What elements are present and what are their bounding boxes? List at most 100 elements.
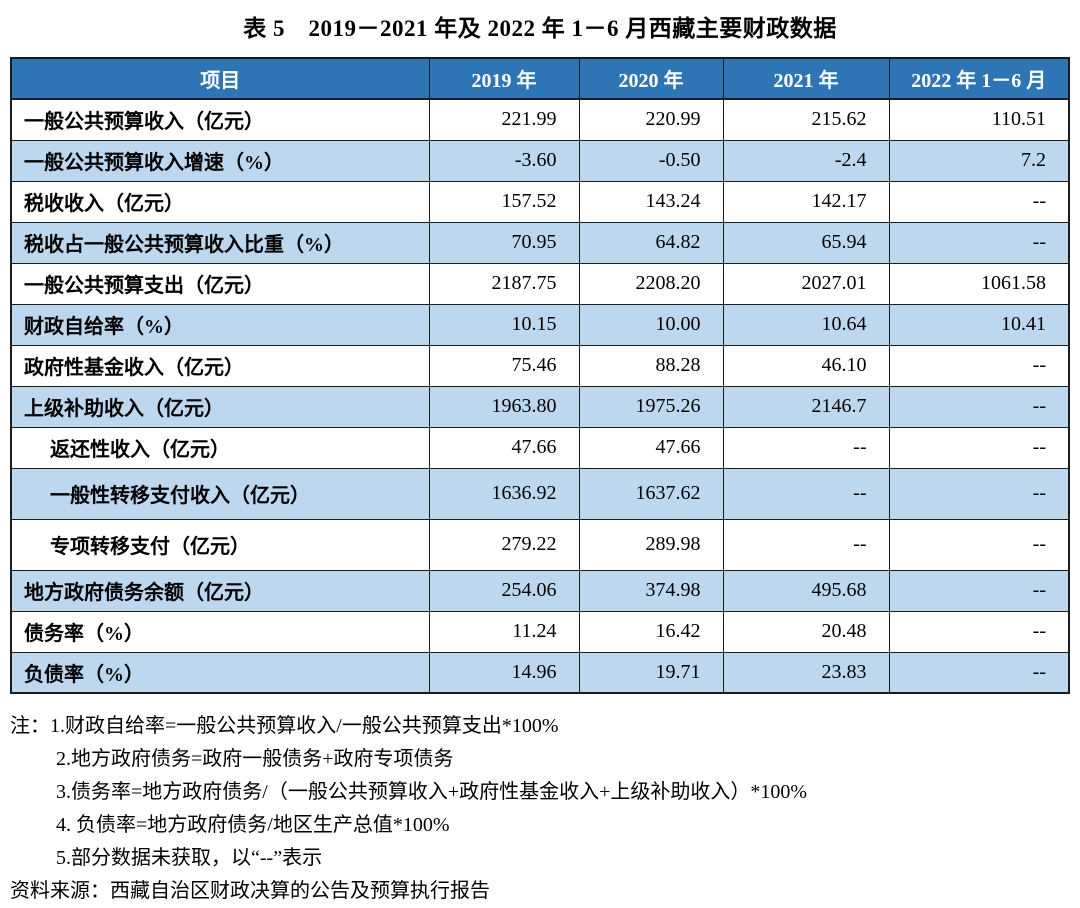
cell-value: --: [888, 518, 1070, 571]
report-page: 表 5 2019－2021 年及 2022 年 1－6 月西藏主要财政数据 项目…: [10, 16, 1080, 902]
cell-value: 1637.62: [578, 467, 724, 520]
cell-value: 11.24: [428, 610, 580, 653]
table-row: 负债率（%） 14.96 19.71 23.83 --: [10, 651, 1070, 694]
cell-value: 2027.01: [722, 262, 890, 305]
row-label: 一般公共预算支出（亿元）: [10, 262, 430, 305]
table-header: 项目 2019 年 2020 年 2021 年 2022 年 1－6 月: [10, 57, 1070, 100]
table-row: 专项转移支付（亿元） 279.22 289.98 -- --: [10, 518, 1070, 571]
source-line: 资料来源：西藏自治区财政决算的公告及预算执行报告: [10, 880, 490, 902]
cell-value: 374.98: [578, 569, 724, 612]
table-row: 上级补助收入（亿元） 1963.80 1975.26 2146.7 --: [10, 385, 1070, 428]
cell-value: 20.48: [722, 610, 890, 653]
cell-value: 2187.75: [428, 262, 580, 305]
cell-value: --: [888, 610, 1070, 653]
cell-value: 47.66: [578, 426, 724, 469]
cell-value: 215.62: [722, 98, 890, 141]
notes-block: 注：1.财政自给率=一般公共预算收入/一般公共预算支出*100% 2.地方政府债…: [10, 710, 1080, 875]
cell-value: 75.46: [428, 344, 580, 387]
cell-value: 279.22: [428, 518, 580, 571]
column-header-item: 项目: [10, 57, 430, 100]
cell-value: --: [722, 518, 890, 571]
cell-value: -2.4: [722, 139, 890, 182]
cell-value: --: [888, 569, 1070, 612]
row-label: 税收占一般公共预算收入比重（%）: [10, 221, 430, 264]
column-header-2020: 2020 年: [578, 57, 724, 100]
cell-value: --: [722, 467, 890, 520]
cell-value: 1975.26: [578, 385, 724, 428]
cell-value: 64.82: [578, 221, 724, 264]
cell-value: 1636.92: [428, 467, 580, 520]
cell-value: 16.42: [578, 610, 724, 653]
note-line-3: 3.债务率=地方政府债务/（一般公共预算收入+政府性基金收入+上级补助收入）*1…: [56, 781, 808, 803]
table-body: 一般公共预算收入（亿元） 221.99 220.99 215.62 110.51 一般公共…: [10, 98, 1070, 694]
cell-value: 88.28: [578, 344, 724, 387]
cell-value: 23.83: [722, 651, 890, 694]
cell-value: 47.66: [428, 426, 580, 469]
table-row: 一般性转移支付收入（亿元） 1636.92 1637.62 -- --: [10, 467, 1070, 520]
cell-value: --: [888, 180, 1070, 223]
cell-value: 10.41: [888, 303, 1070, 346]
row-label: 政府性基金收入（亿元）: [10, 344, 430, 387]
row-label: 地方政府债务余额（亿元）: [10, 569, 430, 612]
cell-value: 1061.58: [888, 262, 1070, 305]
cell-value: --: [888, 426, 1070, 469]
cell-value: 10.64: [722, 303, 890, 346]
cell-value: 65.94: [722, 221, 890, 264]
cell-value: 142.17: [722, 180, 890, 223]
cell-value: --: [888, 651, 1070, 694]
cell-value: 46.10: [722, 344, 890, 387]
table-title: 表 5 2019－2021 年及 2022 年 1－6 月西藏主要财政数据: [243, 16, 837, 41]
column-header-2021: 2021 年: [722, 57, 890, 100]
table-row: 地方政府债务余额（亿元） 254.06 374.98 495.68 --: [10, 569, 1070, 612]
note-line-1: 注：1.财政自给率=一般公共预算收入/一般公共预算支出*100%: [10, 715, 559, 737]
table-row: 财政自给率（%） 10.15 10.00 10.64 10.41: [10, 303, 1070, 346]
cell-value: --: [888, 467, 1070, 520]
cell-value: 7.2: [888, 139, 1070, 182]
cell-value: --: [888, 344, 1070, 387]
table-row: 一般公共预算收入增速（%） -3.60 -0.50 -2.4 7.2: [10, 139, 1070, 182]
table-row: 税收收入（亿元） 157.52 143.24 142.17 --: [10, 180, 1070, 223]
row-label: 一般公共预算收入（亿元）: [10, 98, 430, 141]
cell-value: --: [722, 426, 890, 469]
table-row: 返还性收入（亿元） 47.66 47.66 -- --: [10, 426, 1070, 469]
cell-value: -0.50: [578, 139, 724, 182]
row-label: 负债率（%）: [10, 651, 430, 694]
cell-value: 2146.7: [722, 385, 890, 428]
note-line-4: 4. 负债率=地方政府债务/地区生产总值*100%: [56, 814, 450, 836]
table-row: 政府性基金收入（亿元） 75.46 88.28 46.10 --: [10, 344, 1070, 387]
cell-value: 289.98: [578, 518, 724, 571]
table-row: 税收占一般公共预算收入比重（%） 70.95 64.82 65.94 --: [10, 221, 1070, 264]
cell-value: 14.96: [428, 651, 580, 694]
note-line-5: 5.部分数据未获取，以“--”表示: [56, 847, 323, 869]
cell-value: --: [888, 385, 1070, 428]
row-label: 税收收入（亿元）: [10, 180, 430, 223]
cell-value: 19.71: [578, 651, 724, 694]
row-label: 财政自给率（%）: [10, 303, 430, 346]
cell-value: 110.51: [888, 98, 1070, 141]
cell-value: 2208.20: [578, 262, 724, 305]
cell-value: 10.15: [428, 303, 580, 346]
column-header-2022h1: 2022 年 1－6 月: [888, 57, 1070, 100]
table-row: 债务率（%） 11.24 16.42 20.48 --: [10, 610, 1070, 653]
cell-value: 254.06: [428, 569, 580, 612]
cell-value: 143.24: [578, 180, 724, 223]
cell-value: 1963.80: [428, 385, 580, 428]
cell-value: 70.95: [428, 221, 580, 264]
cell-value: 220.99: [578, 98, 724, 141]
header-row: 项目 2019 年 2020 年 2021 年 2022 年 1－6 月: [10, 57, 1070, 100]
cell-value: 495.68: [722, 569, 890, 612]
row-label: 一般性转移支付收入（亿元）: [10, 467, 430, 520]
cell-value: 157.52: [428, 180, 580, 223]
cell-value: 221.99: [428, 98, 580, 141]
row-label: 专项转移支付（亿元）: [10, 518, 430, 571]
row-label: 债务率（%）: [10, 610, 430, 653]
note-line-2: 2.地方政府债务=政府一般债务+政府专项债务: [56, 748, 454, 770]
fiscal-data-table: 项目 2019 年 2020 年 2021 年 2022 年 1－6 月 一般公…: [10, 57, 1070, 694]
cell-value: 10.00: [578, 303, 724, 346]
table-row: 一般公共预算支出（亿元） 2187.75 2208.20 2027.01 1061.58: [10, 262, 1070, 305]
table-row: 一般公共预算收入（亿元） 221.99 220.99 215.62 110.51: [10, 98, 1070, 141]
row-label: 一般公共预算收入增速（%）: [10, 139, 430, 182]
row-label: 返还性收入（亿元）: [10, 426, 430, 469]
cell-value: --: [888, 221, 1070, 264]
row-label: 上级补助收入（亿元）: [10, 385, 430, 428]
